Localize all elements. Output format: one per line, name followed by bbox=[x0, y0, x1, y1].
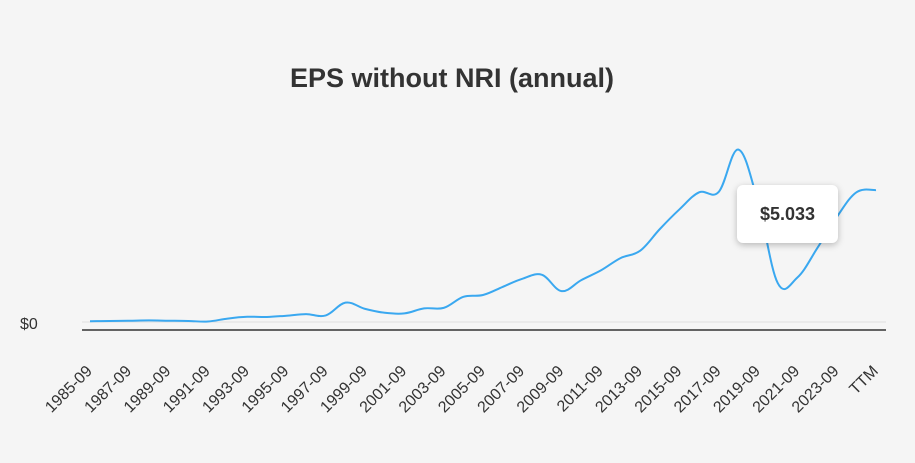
data-point bbox=[795, 276, 799, 280]
data-point bbox=[678, 207, 682, 211]
data-point bbox=[383, 311, 387, 315]
data-point bbox=[717, 190, 721, 194]
data-point bbox=[285, 314, 289, 318]
data-point bbox=[304, 312, 308, 316]
data-point bbox=[422, 306, 426, 310]
tooltip-value: $5.033 bbox=[759, 203, 816, 224]
data-point bbox=[874, 188, 878, 192]
data-point bbox=[540, 273, 544, 277]
data-point bbox=[481, 293, 485, 297]
data-point bbox=[854, 190, 858, 194]
data-point bbox=[461, 295, 465, 299]
data-point bbox=[776, 281, 780, 285]
data-point bbox=[402, 311, 406, 315]
x-tick-labels: 1985-091987-091989-091991-091993-091995-… bbox=[42, 363, 882, 417]
data-point bbox=[501, 285, 505, 289]
data-point bbox=[186, 319, 190, 323]
data-point bbox=[599, 268, 603, 272]
chart-title: EPS without NRI (annual) bbox=[290, 63, 614, 93]
data-point bbox=[108, 319, 112, 323]
data-point bbox=[737, 148, 741, 152]
data-point bbox=[245, 315, 249, 319]
data-point bbox=[127, 319, 131, 323]
data-point bbox=[206, 320, 210, 324]
x-tick-label: TTM bbox=[847, 363, 882, 398]
data-point bbox=[658, 227, 662, 231]
data-point bbox=[638, 249, 642, 253]
data-point bbox=[579, 278, 583, 282]
data-point bbox=[520, 277, 524, 281]
eps-line bbox=[89, 148, 877, 323]
eps-series bbox=[88, 148, 878, 324]
value-tooltip: $5.033 bbox=[737, 185, 838, 243]
data-point bbox=[343, 301, 347, 305]
data-point bbox=[226, 317, 230, 321]
data-point bbox=[560, 289, 564, 293]
data-point bbox=[442, 306, 446, 310]
data-point bbox=[324, 313, 328, 317]
data-point bbox=[815, 247, 819, 251]
data-point bbox=[147, 318, 151, 322]
data-point bbox=[167, 319, 171, 323]
y-tick-label-zero: $0 bbox=[20, 316, 38, 333]
data-point bbox=[697, 190, 701, 194]
data-point bbox=[88, 319, 92, 323]
data-point bbox=[363, 307, 367, 311]
data-point bbox=[265, 315, 269, 319]
data-point bbox=[619, 256, 623, 260]
